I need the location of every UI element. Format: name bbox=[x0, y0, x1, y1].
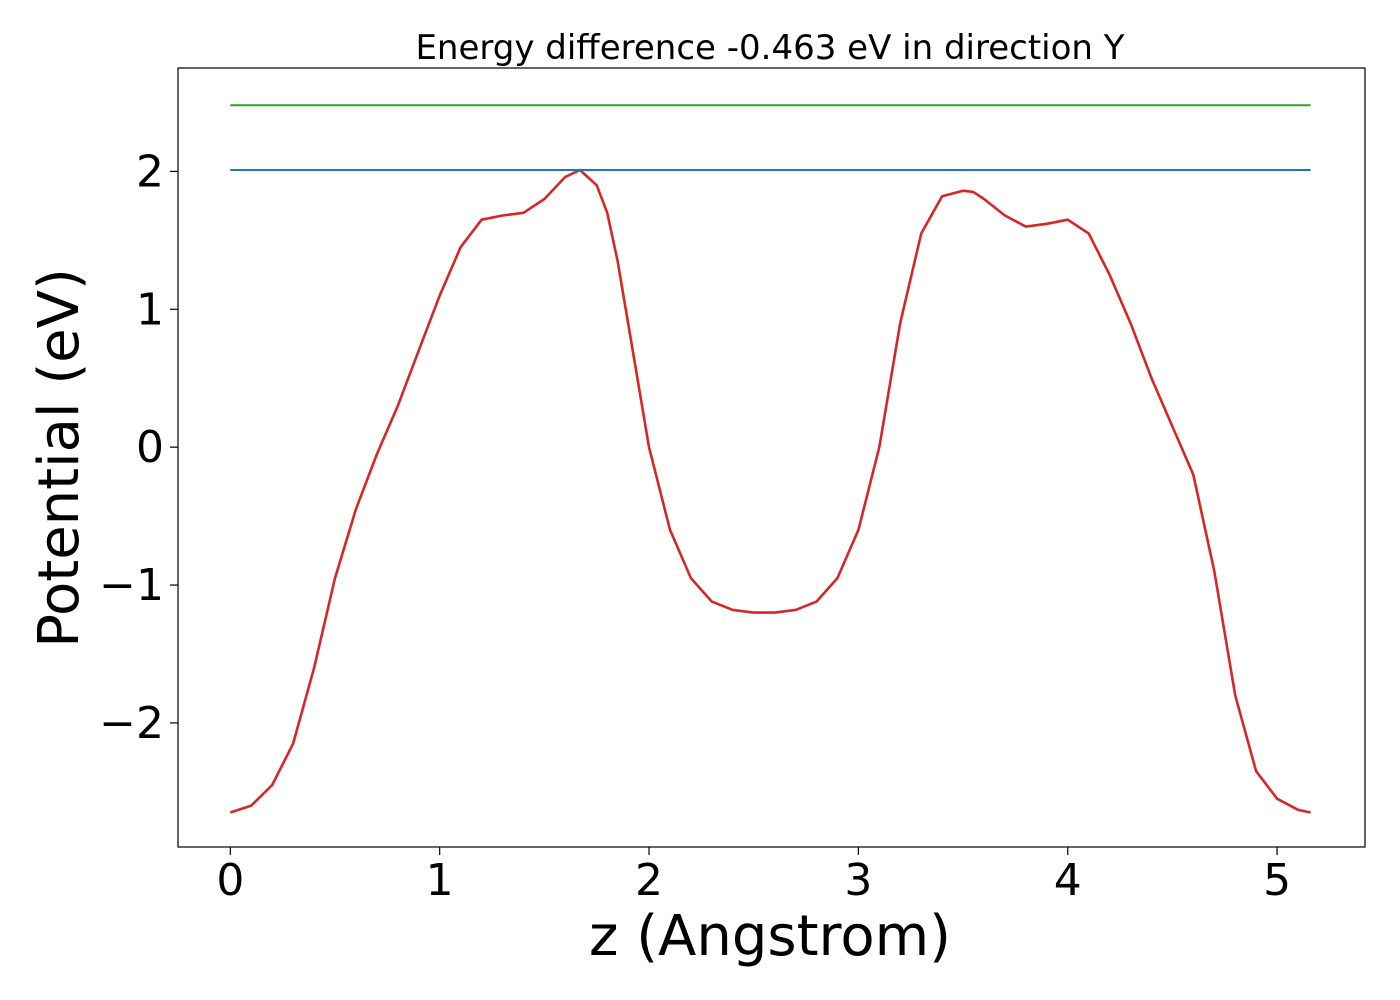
y-axis: −2 −1 0 1 2 bbox=[99, 146, 178, 749]
x-axis: 0 1 2 3 4 5 bbox=[216, 847, 1291, 906]
x-tick-label: 5 bbox=[1263, 855, 1291, 906]
y-tick-label: 2 bbox=[136, 146, 164, 197]
plot-area bbox=[229, 104, 1311, 814]
y-tick-label: 1 bbox=[136, 284, 164, 335]
y-tick-label: −2 bbox=[99, 698, 164, 749]
x-tick-label: 0 bbox=[216, 855, 244, 906]
plot-frame bbox=[177, 67, 1366, 848]
x-tick-label: 2 bbox=[635, 855, 663, 906]
y-axis-label: Potential (eV) bbox=[27, 268, 92, 648]
y-tick-label: −1 bbox=[99, 560, 164, 611]
y-tick-label: 0 bbox=[136, 422, 164, 473]
series-line-0 bbox=[229, 168, 1311, 814]
x-tick-label: 1 bbox=[426, 855, 454, 906]
x-tick-label: 3 bbox=[844, 855, 872, 906]
x-tick-label: 4 bbox=[1054, 855, 1082, 906]
x-axis-label: z (Angstrom) bbox=[589, 904, 951, 969]
chart-title: Energy difference -0.463 eV in direction… bbox=[415, 28, 1124, 68]
